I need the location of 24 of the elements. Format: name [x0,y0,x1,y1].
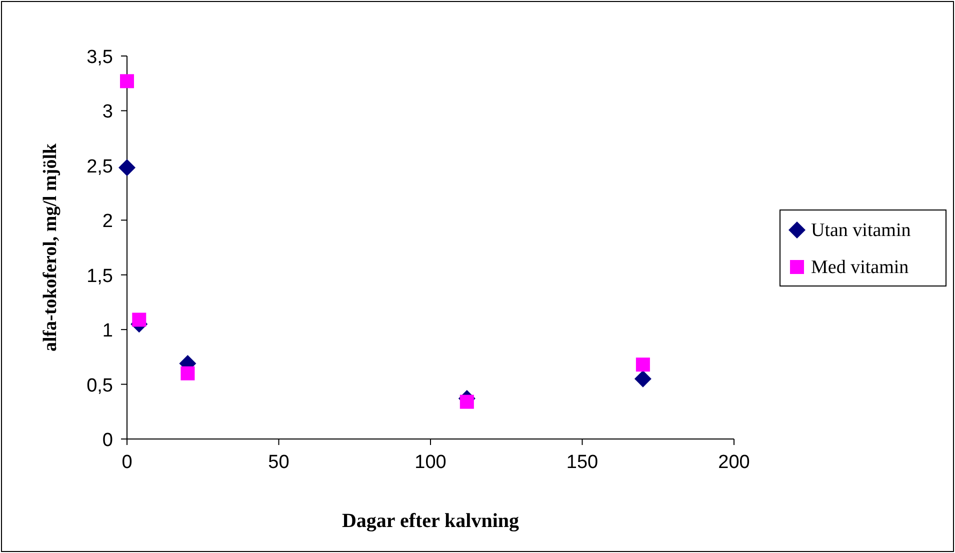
x-tick-label: 200 [718,452,750,473]
y-tick-label: 3,5 [86,47,113,68]
x-axis-title: Dagar efter kalvning [342,510,520,532]
y-tick-label: 3 [102,102,113,123]
point [634,370,652,388]
x-tick-label: 0 [122,452,132,473]
point [118,159,136,176]
x-tick-label: 100 [414,452,446,473]
y-tick-label: 2 [102,211,113,232]
point [460,394,474,409]
point [636,358,650,372]
x-tick-label: 50 [268,452,290,473]
y-tick-label: 1,5 [86,266,113,287]
legend-label: Utan vitamin [811,220,912,241]
y-axis-title: alfa-tokoferol, mg/l mjölk [40,143,61,352]
y-tick-label: 2,5 [86,156,113,178]
y-tick-label: 0 [102,430,113,451]
legend-label: Med vitamin [811,257,910,278]
y-tick-label: 0,5 [86,375,113,396]
y-tick-label: 1 [102,320,113,342]
point [132,312,146,327]
x-tick-label: 150 [566,452,598,473]
point [180,366,195,380]
point [120,74,134,88]
